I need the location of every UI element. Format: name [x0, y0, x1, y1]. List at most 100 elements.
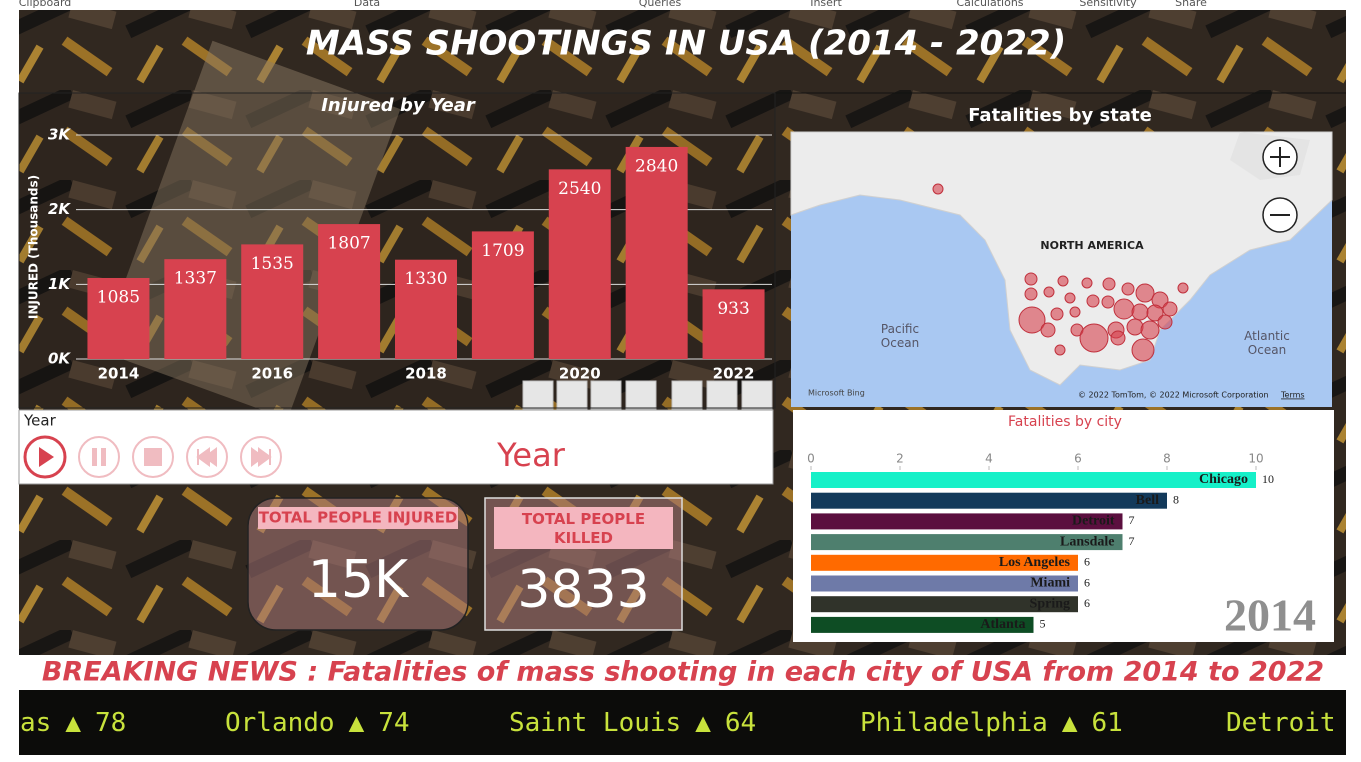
ticker-item: as ▲ 78 [20, 708, 126, 738]
ticker-value: 61 [1092, 708, 1123, 738]
data-label: 6 [1084, 555, 1090, 569]
data-label: 1807 [327, 234, 370, 254]
expand-button[interactable] [590, 380, 622, 410]
map-label-line: Ocean [881, 336, 919, 350]
bar-label: Bell [1136, 493, 1159, 508]
map-bubble [1135, 283, 1155, 303]
y-tick-label: 2K [48, 200, 71, 218]
x-tick-label: 0 [807, 452, 815, 466]
kpi-label-line: TOTAL PEOPLE [522, 510, 645, 528]
map-label: Atlantic Ocean [1244, 329, 1290, 357]
bar [811, 513, 1123, 530]
play-icon [39, 447, 54, 467]
map-terms: Terms [1280, 391, 1305, 400]
ticker-arrow: ▲ [695, 708, 711, 738]
previous-icon [196, 447, 217, 467]
pause-button[interactable] [78, 436, 120, 478]
ticker-item: Saint Louis ▲ 64 [509, 708, 756, 738]
map-bubble [1043, 286, 1055, 298]
bar-label: Lansdale [1060, 534, 1114, 549]
expand-all-button[interactable] [625, 380, 657, 410]
kpi-value: 3833 [517, 560, 649, 620]
x-tick-label: 4 [985, 452, 993, 466]
visual-toolbar [522, 380, 773, 410]
x-tick-label: 2014 [98, 365, 140, 383]
y-tick-label: 1K [48, 275, 71, 293]
x-tick-label: 6 [1074, 452, 1082, 466]
ticker-value: 78 [95, 708, 126, 738]
map-bubble [1040, 322, 1056, 338]
map-bubble [1146, 304, 1164, 322]
map-bubble [1057, 275, 1069, 287]
ticker-item: Philadelphia ▲ 61 [860, 708, 1123, 738]
more-button[interactable] [741, 380, 773, 410]
chart-annotation: 2014 [1224, 590, 1316, 641]
map-bubble [1113, 298, 1135, 320]
map-bubble [1054, 344, 1066, 356]
next-icon [251, 447, 272, 467]
bar [87, 277, 150, 359]
slicer-panel [18, 409, 774, 485]
data-label: 7 [1129, 534, 1135, 548]
play-controls[interactable] [23, 435, 282, 479]
y-tick-label: 3K [48, 126, 71, 144]
ticker-arrow: ▲ [65, 708, 81, 738]
map-bubble [1024, 272, 1038, 286]
map-label: Pacific Ocean [881, 322, 919, 350]
bar [241, 244, 304, 359]
ribbon-label: Calculations [956, 0, 1023, 9]
ticker-arrow: ▲ [1062, 708, 1078, 738]
map-bubble [1018, 306, 1046, 334]
filter-button[interactable] [671, 380, 703, 410]
x-tick-label: 2020 [559, 365, 601, 383]
chart-title: Fatalities by city [1008, 414, 1122, 430]
x-tick-label: 2018 [405, 365, 447, 383]
map-bubble [1131, 338, 1155, 362]
map-label-line: Pacific [881, 322, 919, 336]
ribbon-label: Clipboard [19, 0, 72, 9]
ticker-city: Philadelphia [860, 708, 1048, 738]
y-axis-title: INJURED (Thousands) [27, 175, 41, 319]
kpi-label: TOTAL PEOPLE KILLED [522, 510, 645, 547]
map-bubble [1081, 277, 1093, 289]
slicer-title: Year [496, 436, 566, 474]
map-bubble [1086, 294, 1100, 308]
data-label: 7 [1129, 513, 1135, 527]
map-bubble [1121, 282, 1135, 296]
ticker-city: as [20, 708, 51, 738]
ticker-value: 74 [378, 708, 409, 738]
ribbon-label: Insert [810, 0, 842, 9]
x-tick-label: 2 [896, 452, 904, 466]
focus-button[interactable] [706, 380, 738, 410]
x-tick-label: 8 [1163, 452, 1171, 466]
bar [548, 169, 611, 359]
bar-label: Miami [1030, 576, 1070, 591]
bar [164, 259, 227, 359]
kpi-label-box [258, 507, 458, 529]
bar-label: Los Angeles [999, 555, 1071, 570]
drill-button[interactable] [556, 380, 588, 410]
x-tick-label: 2022 [713, 365, 755, 383]
bar [811, 596, 1078, 613]
data-label: 1085 [97, 287, 140, 307]
kpi-label-box [494, 507, 673, 549]
map-land [790, 131, 1333, 386]
bar-label: Detroit [1072, 514, 1115, 529]
bar [625, 146, 688, 359]
ticker-city: Orlando [225, 708, 335, 738]
data-label: 933 [717, 299, 749, 319]
data-label: 10 [1262, 472, 1274, 486]
page-title: MASS SHOOTINGS IN USA (2014 - 2022) [306, 24, 1066, 64]
data-label: 1330 [404, 269, 447, 289]
map-bubble [932, 183, 944, 195]
ribbon: Clipboard Data Queries Insert Calculations Se… [19, 0, 1207, 9]
ticker-city: Detroit [1226, 708, 1336, 738]
data-label: 2540 [558, 179, 601, 199]
ticker-city: Saint Louis [509, 708, 681, 738]
map-bubble [1050, 307, 1064, 321]
data-label: 6 [1084, 596, 1090, 610]
sort-button[interactable] [522, 380, 554, 410]
map-bubble [1177, 282, 1189, 294]
ticker-item: Detroit [1226, 708, 1336, 738]
y-tick-label: 0K [48, 350, 71, 368]
